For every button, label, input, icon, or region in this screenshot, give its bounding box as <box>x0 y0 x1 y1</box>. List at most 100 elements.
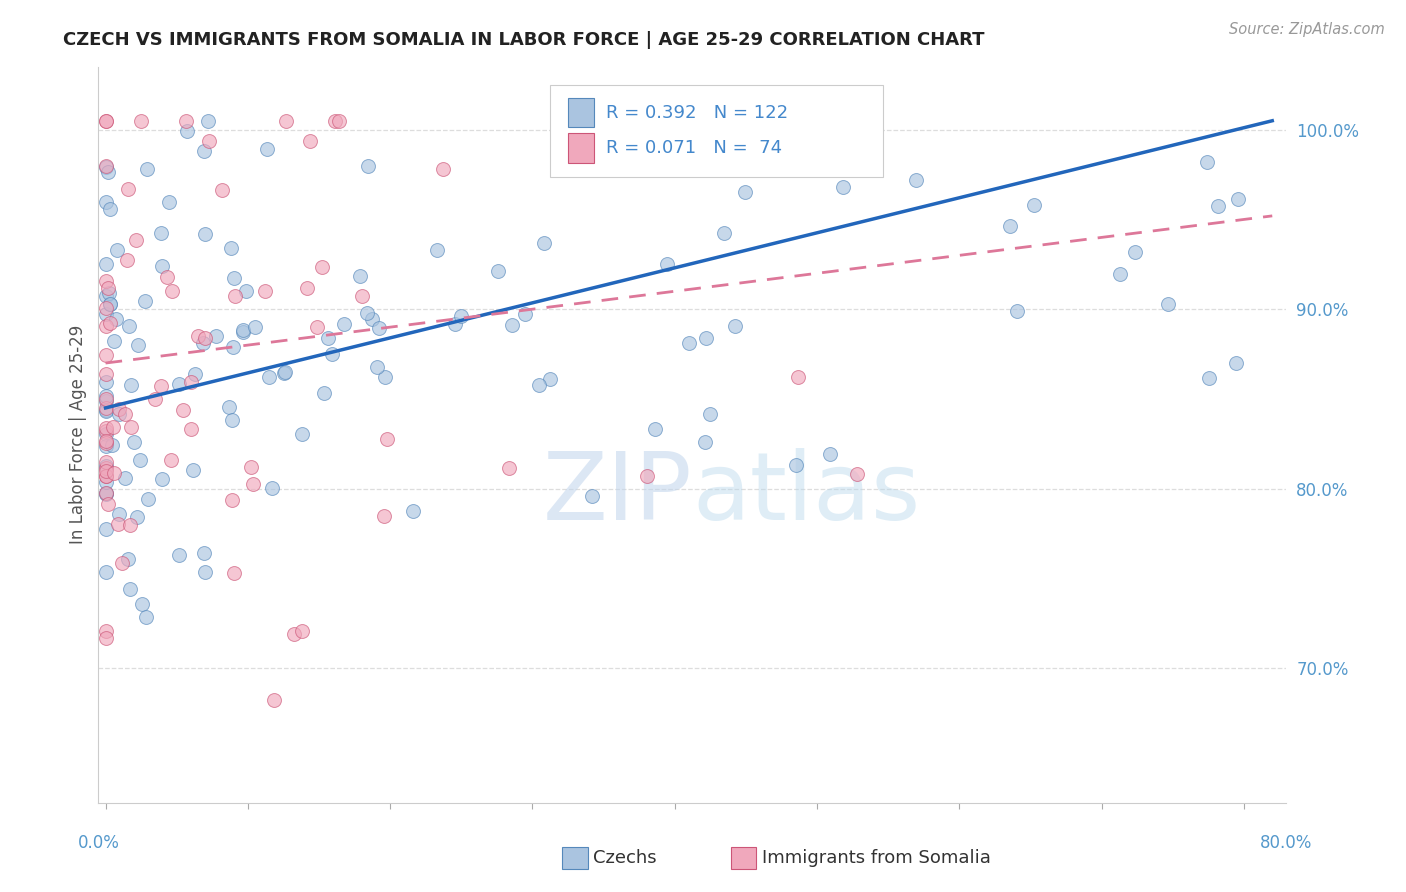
Point <box>219 241 242 255</box>
Point <box>831 179 853 194</box>
Point <box>180 422 202 436</box>
Point <box>94 257 117 271</box>
Text: CZECH VS IMMIGRANTS FROM SOMALIA IN LABOR FORCE | AGE 25-29 CORRELATION CHART: CZECH VS IMMIGRANTS FROM SOMALIA IN LABO… <box>63 31 984 49</box>
Point <box>211 183 233 197</box>
Point <box>259 369 281 384</box>
Point <box>108 508 131 522</box>
Point <box>94 394 117 409</box>
Point <box>157 194 180 209</box>
Point <box>239 460 262 475</box>
Point <box>94 455 117 469</box>
Point <box>187 328 209 343</box>
Point <box>167 548 190 562</box>
Point <box>260 481 283 495</box>
Point <box>94 631 117 645</box>
Text: R = 0.071   N =  74: R = 0.071 N = 74 <box>606 139 782 157</box>
Point <box>274 113 297 128</box>
Point <box>149 226 172 240</box>
Point <box>235 284 257 298</box>
Point <box>498 461 520 475</box>
Point <box>600 113 623 128</box>
Point <box>136 161 159 176</box>
Point <box>256 142 278 156</box>
Point <box>713 226 735 240</box>
Point <box>101 438 124 452</box>
Point <box>94 485 117 500</box>
Point <box>118 318 141 333</box>
Point <box>205 328 228 343</box>
Point <box>94 426 117 441</box>
Point <box>94 425 117 439</box>
Point <box>724 318 747 333</box>
Point <box>224 270 246 285</box>
Point <box>94 348 117 362</box>
Point <box>94 319 117 334</box>
Point <box>361 311 384 326</box>
Point <box>94 113 117 128</box>
Point <box>224 566 246 580</box>
Point <box>502 318 524 332</box>
Point <box>527 378 550 392</box>
Point <box>143 392 166 406</box>
Point <box>254 284 277 298</box>
Point <box>486 264 509 278</box>
Point <box>224 289 246 303</box>
Point <box>356 305 378 319</box>
Point <box>94 288 117 302</box>
Point <box>129 113 152 128</box>
Point <box>533 235 555 250</box>
Point <box>98 285 121 300</box>
Bar <box>568 133 593 162</box>
Point <box>117 182 139 196</box>
Point <box>94 487 117 501</box>
Point <box>117 552 139 566</box>
Text: Czechs: Czechs <box>593 849 657 867</box>
Point <box>94 389 117 403</box>
Point <box>1227 192 1250 206</box>
Point <box>94 439 117 453</box>
Point <box>101 420 124 434</box>
Point <box>150 379 173 393</box>
Point <box>97 281 120 295</box>
Point <box>232 323 254 337</box>
Point <box>94 113 117 128</box>
Point <box>176 124 198 138</box>
Point <box>678 336 700 351</box>
Point <box>1225 356 1247 370</box>
Point <box>98 297 121 311</box>
Point <box>108 402 131 417</box>
Point <box>538 372 561 386</box>
Point <box>333 317 356 331</box>
Point <box>94 486 117 500</box>
Point <box>734 185 756 199</box>
Point <box>197 113 219 128</box>
Point <box>94 434 117 448</box>
Text: Source: ZipAtlas.com: Source: ZipAtlas.com <box>1229 22 1385 37</box>
Point <box>295 281 318 295</box>
Point <box>290 624 312 639</box>
Point <box>94 307 117 321</box>
Point <box>131 597 153 611</box>
FancyBboxPatch shape <box>550 86 883 178</box>
Point <box>181 463 204 477</box>
Point <box>699 407 721 421</box>
Point <box>160 285 183 299</box>
Point <box>94 421 117 435</box>
Point <box>299 134 322 148</box>
Point <box>1125 244 1147 259</box>
Point <box>155 270 177 285</box>
Point <box>905 173 928 187</box>
Text: 80.0%: 80.0% <box>1260 834 1313 852</box>
Point <box>1195 155 1218 169</box>
Text: R = 0.392   N = 122: R = 0.392 N = 122 <box>606 103 787 121</box>
Point <box>94 403 117 417</box>
Point <box>174 113 197 128</box>
Point <box>274 365 297 379</box>
Point <box>172 403 194 417</box>
Point <box>105 243 128 257</box>
Point <box>138 492 160 507</box>
Point <box>198 135 221 149</box>
Point <box>103 334 125 348</box>
Point <box>120 378 142 392</box>
Point <box>107 516 129 531</box>
